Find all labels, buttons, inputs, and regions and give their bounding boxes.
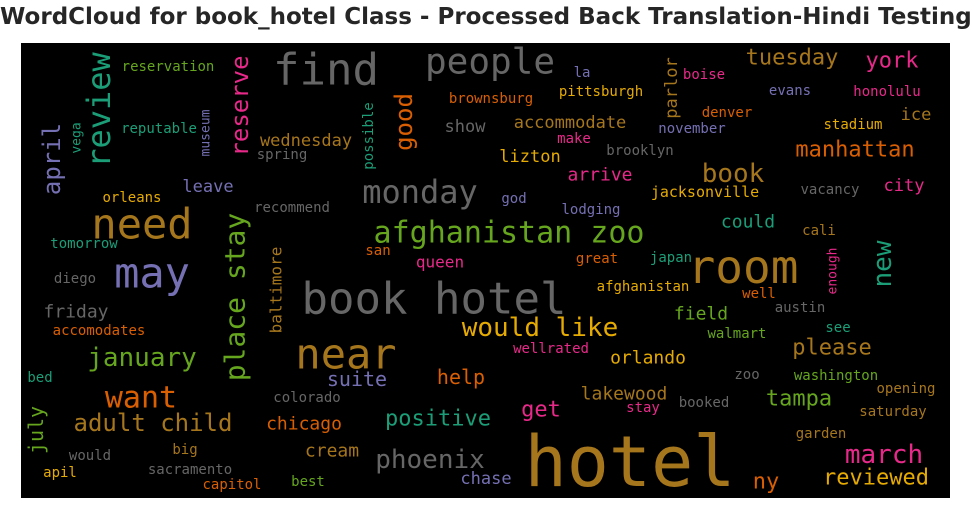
word-stadium: stadium [823, 117, 882, 133]
word-wellrated: wellrated [513, 341, 589, 357]
word-hotel: hotel [525, 421, 736, 498]
word-city: city [884, 176, 925, 196]
word-japan: japan [650, 250, 692, 266]
word-review: review [80, 51, 118, 167]
word-spring: spring [257, 147, 308, 163]
word-diego: diego [54, 271, 96, 287]
word-lizton: lizton [499, 147, 560, 167]
word-parlor: parlor [662, 57, 682, 118]
word-walmart: walmart [707, 326, 766, 342]
word-queen: queen [416, 253, 464, 272]
word-pittsburgh: pittsburgh [559, 84, 643, 100]
word-apil: apil [43, 465, 77, 481]
word-may: may [114, 249, 190, 298]
word-denver: denver [702, 105, 753, 121]
word-colorado: colorado [273, 390, 340, 406]
word-afghanistan: afghanistan [597, 279, 690, 295]
word-orleans: orleans [102, 190, 161, 206]
word-cream: cream [305, 441, 359, 462]
word-reservation: reservation [122, 59, 215, 75]
word-ice: ice [901, 105, 932, 125]
word-friday: friday [43, 302, 108, 323]
word-please: please [792, 336, 871, 361]
word-vega: vega [70, 122, 85, 153]
word-tuesday: tuesday [746, 46, 839, 71]
word-lodging: lodging [561, 202, 620, 218]
word-positive: positive [385, 407, 491, 432]
word-ny: ny [753, 470, 780, 495]
word-enough: enough [826, 248, 841, 295]
word-well: well [742, 286, 776, 302]
word-would: would [69, 448, 111, 464]
word-new: new [868, 240, 898, 287]
word-field: field [674, 304, 728, 325]
word-get: get [521, 398, 561, 423]
word-january: january [87, 343, 197, 373]
word-place-stay: place stay [219, 213, 252, 382]
word-july: july [24, 406, 48, 454]
word-chicago: chicago [266, 414, 342, 435]
word-reviewed: reviewed [823, 466, 929, 491]
word-april: april [38, 123, 66, 195]
word-austin: austin [775, 300, 826, 316]
word-reserve: reserve [226, 55, 254, 156]
word-vacancy: vacancy [800, 182, 859, 198]
word-zoo: zoo [734, 367, 759, 383]
word-jacksonville: jacksonville [651, 183, 759, 201]
word-garden: garden [796, 426, 847, 442]
word-museum: museum [199, 109, 214, 156]
word-honolulu: honolulu [853, 84, 920, 100]
word-washington: washington [794, 368, 878, 384]
word-good: good [390, 93, 418, 151]
word-booked: booked [679, 395, 730, 411]
word-see: see [825, 320, 850, 336]
word-november: november [658, 121, 725, 137]
word-boise: boise [683, 67, 725, 83]
word-evans: evans [769, 83, 811, 99]
word-accomodates: accomodates [53, 323, 146, 339]
word-god: god [501, 191, 526, 207]
word-reputable: reputable [121, 121, 197, 137]
word-brownsburg: brownsburg [449, 91, 533, 107]
word-monday: monday [362, 173, 478, 211]
word-orlando: orlando [610, 348, 686, 369]
word-saturday: saturday [859, 404, 926, 420]
word-tampa: tampa [766, 387, 832, 412]
word-would-like: would like [462, 313, 619, 343]
word-recommend: recommend [254, 200, 330, 216]
word-big: big [172, 442, 197, 458]
word-san: san [365, 243, 390, 259]
word-chase: chase [460, 469, 511, 489]
word-opening: opening [876, 381, 935, 397]
word-accommodate: accommodate [514, 113, 627, 133]
word-make: make [557, 131, 591, 147]
word-la: la [574, 65, 591, 81]
word-people: people [425, 43, 555, 83]
chart-title: WordCloud for book_hotel Class - Process… [0, 4, 972, 30]
word-suite: suite [327, 367, 387, 391]
word-possible: possible [361, 102, 377, 169]
word-could: could [721, 212, 775, 233]
word-cali: cali [802, 223, 836, 239]
word-leave: leave [182, 177, 233, 197]
word-brooklyn: brooklyn [606, 143, 673, 159]
word-baltimore: baltimore [267, 247, 286, 334]
word-capitol: capitol [202, 477, 261, 493]
word-great: great [576, 251, 618, 267]
word-bed: bed [27, 370, 52, 386]
word-manhattan: manhattan [795, 138, 914, 163]
word-york: york [866, 49, 919, 74]
word-sacramento: sacramento [148, 462, 232, 478]
word-best: best [291, 474, 325, 490]
word-find: find [273, 45, 379, 96]
word-afghanistan-zoo: afghanistan zoo [374, 216, 645, 251]
word-stay: stay [626, 400, 660, 416]
word-show: show [445, 117, 487, 137]
word-help: help [437, 365, 485, 389]
word-arrive: arrive [567, 165, 632, 186]
word-tomorrow: tomorrow [50, 236, 118, 252]
word-want: want [105, 381, 177, 416]
